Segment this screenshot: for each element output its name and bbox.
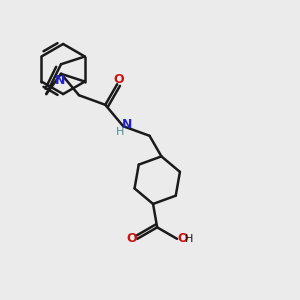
Text: O: O — [127, 232, 137, 245]
Text: H: H — [185, 234, 194, 244]
Text: N: N — [122, 118, 133, 131]
Text: O: O — [113, 73, 124, 86]
Text: N: N — [55, 74, 66, 87]
Text: H: H — [116, 127, 124, 137]
Text: O: O — [177, 232, 188, 245]
